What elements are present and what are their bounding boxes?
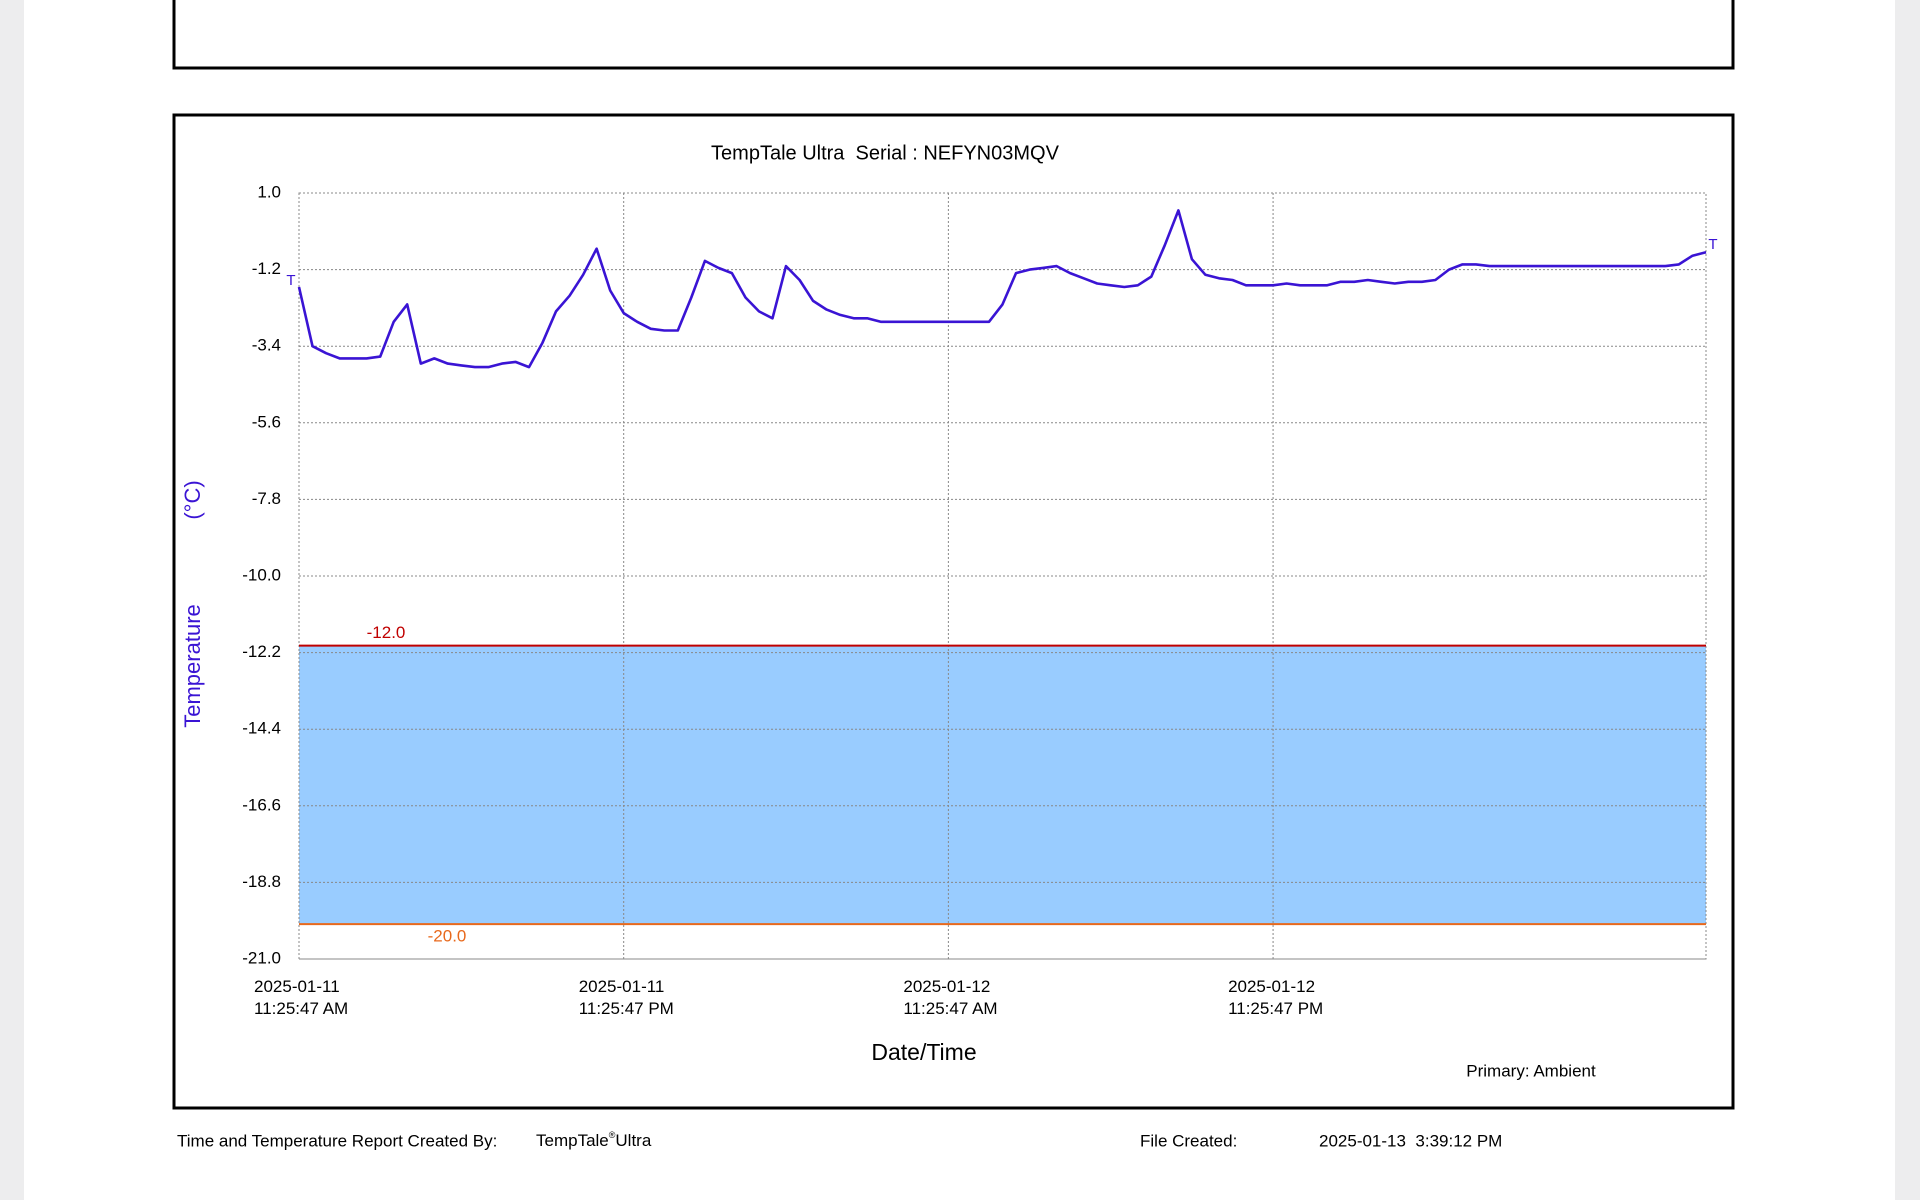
y-tick-label: -10.0 (242, 565, 281, 584)
x-tick-label-line: 2025-01-12 (903, 977, 990, 996)
x-tick-label: 2025-01-11 11:25:47 PM (579, 977, 674, 1018)
series-line (297, 209, 1707, 369)
x-tick-label-line: 2025-01-12 (1228, 977, 1315, 996)
y-tick-label: -12.2 (242, 642, 281, 661)
x-axis-label: Date/Time (871, 1039, 976, 1065)
acceptable-band (299, 645, 1706, 925)
y-tick-label: -16.6 (242, 795, 281, 814)
x-tick-label: 2025-01-11 11:25:47 AM (254, 977, 348, 1018)
y-tick-label: -3.4 (252, 336, 281, 355)
product-suffix: Ultra (615, 1131, 651, 1150)
point-marker: T (286, 272, 295, 289)
y-tick-label: -5.6 (252, 412, 281, 431)
point-marker: T (1708, 236, 1717, 253)
x-tick-label-line: 2025-01-11 (579, 977, 665, 996)
footer-file-created-label: File Created: (1140, 1131, 1237, 1150)
x-tick-label-line: 2025-01-11 (254, 977, 340, 996)
threshold-label: -20.0 (428, 927, 467, 946)
chart-box (172, 113, 1735, 1110)
y-tick-label: -18.8 (242, 872, 281, 891)
product-name: TempTale (536, 1131, 609, 1150)
y-axis-unit: (°C) (180, 480, 205, 519)
legend-entry: Primary: Ambient (1466, 1061, 1596, 1080)
product-mark: ® (609, 1130, 616, 1140)
x-tick-label-line: 11:25:47 PM (1228, 999, 1323, 1018)
x-tick-label: 2025-01-12 11:25:47 AM (903, 977, 997, 1018)
top-box (172, 0, 1735, 70)
footer-created-by: Time and Temperature Report Created By: (177, 1131, 497, 1150)
y-axis-label: Temperature (180, 604, 205, 728)
y-tick-label: 1.0 (257, 182, 281, 201)
report-page (24, 0, 1895, 1200)
x-tick-label-line: 11:25:47 AM (903, 999, 997, 1018)
x-tick-label-line: 11:25:47 PM (579, 999, 674, 1018)
footer-product: TempTale®Ultra (536, 1130, 652, 1150)
threshold-label: -12.0 (367, 623, 406, 642)
footer-file-created: 2025-01-13 3:39:12 PM (1319, 1131, 1502, 1150)
x-tick-label: 2025-01-12 11:25:47 PM (1228, 977, 1323, 1018)
chart-title: TempTale Ultra Serial : NEFYN03MQV (711, 142, 1060, 164)
y-tick-label: -7.8 (252, 489, 281, 508)
plot-border (298, 192, 1707, 960)
y-tick-label: -21.0 (242, 948, 281, 967)
y-tick-label: -14.4 (242, 719, 281, 738)
y-tick-label: -1.2 (252, 259, 281, 278)
x-tick-label-line: 11:25:47 AM (254, 999, 348, 1018)
